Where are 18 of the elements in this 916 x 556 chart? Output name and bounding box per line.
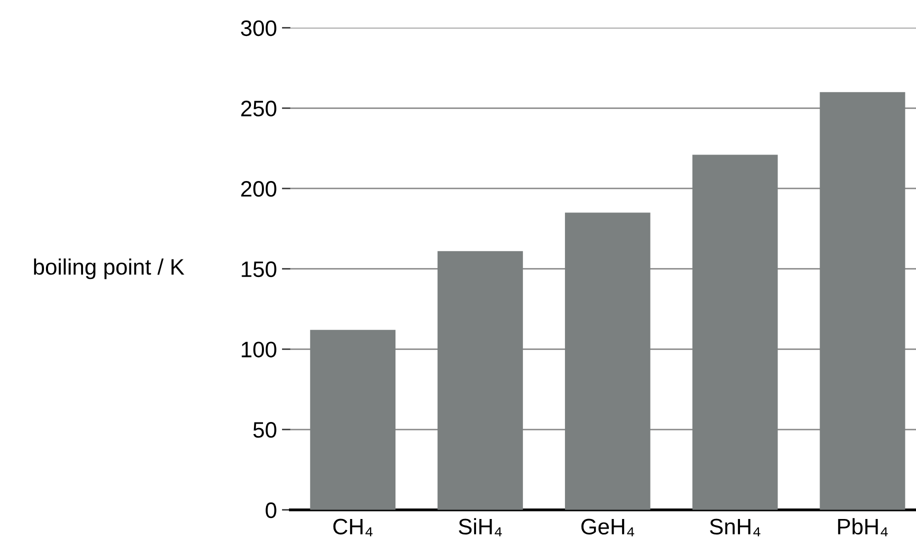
y-axis-title: boiling point / K [34,258,184,280]
y-tick-label: 250 [241,100,276,116]
x-tick-label: SiH₄ [458,518,502,536]
x-tick-label: PbH₄ [838,518,888,536]
y-tick-label: 150 [242,261,276,278]
y-tick-label: 0 [266,502,276,518]
bar [438,251,523,510]
x-tick-label: SnH₄ [710,518,760,536]
bar [692,154,778,510]
y-tick-label: 300 [240,20,276,36]
bar [564,212,650,510]
bar [310,330,396,510]
y-tick-label: 50 [253,422,276,438]
bar [820,92,906,510]
x-tick-label: CH₄ [333,518,373,536]
y-tick-label: 200 [241,181,276,197]
x-tick-label: GeH₄ [581,518,634,536]
y-tick-label: 100 [242,342,276,358]
